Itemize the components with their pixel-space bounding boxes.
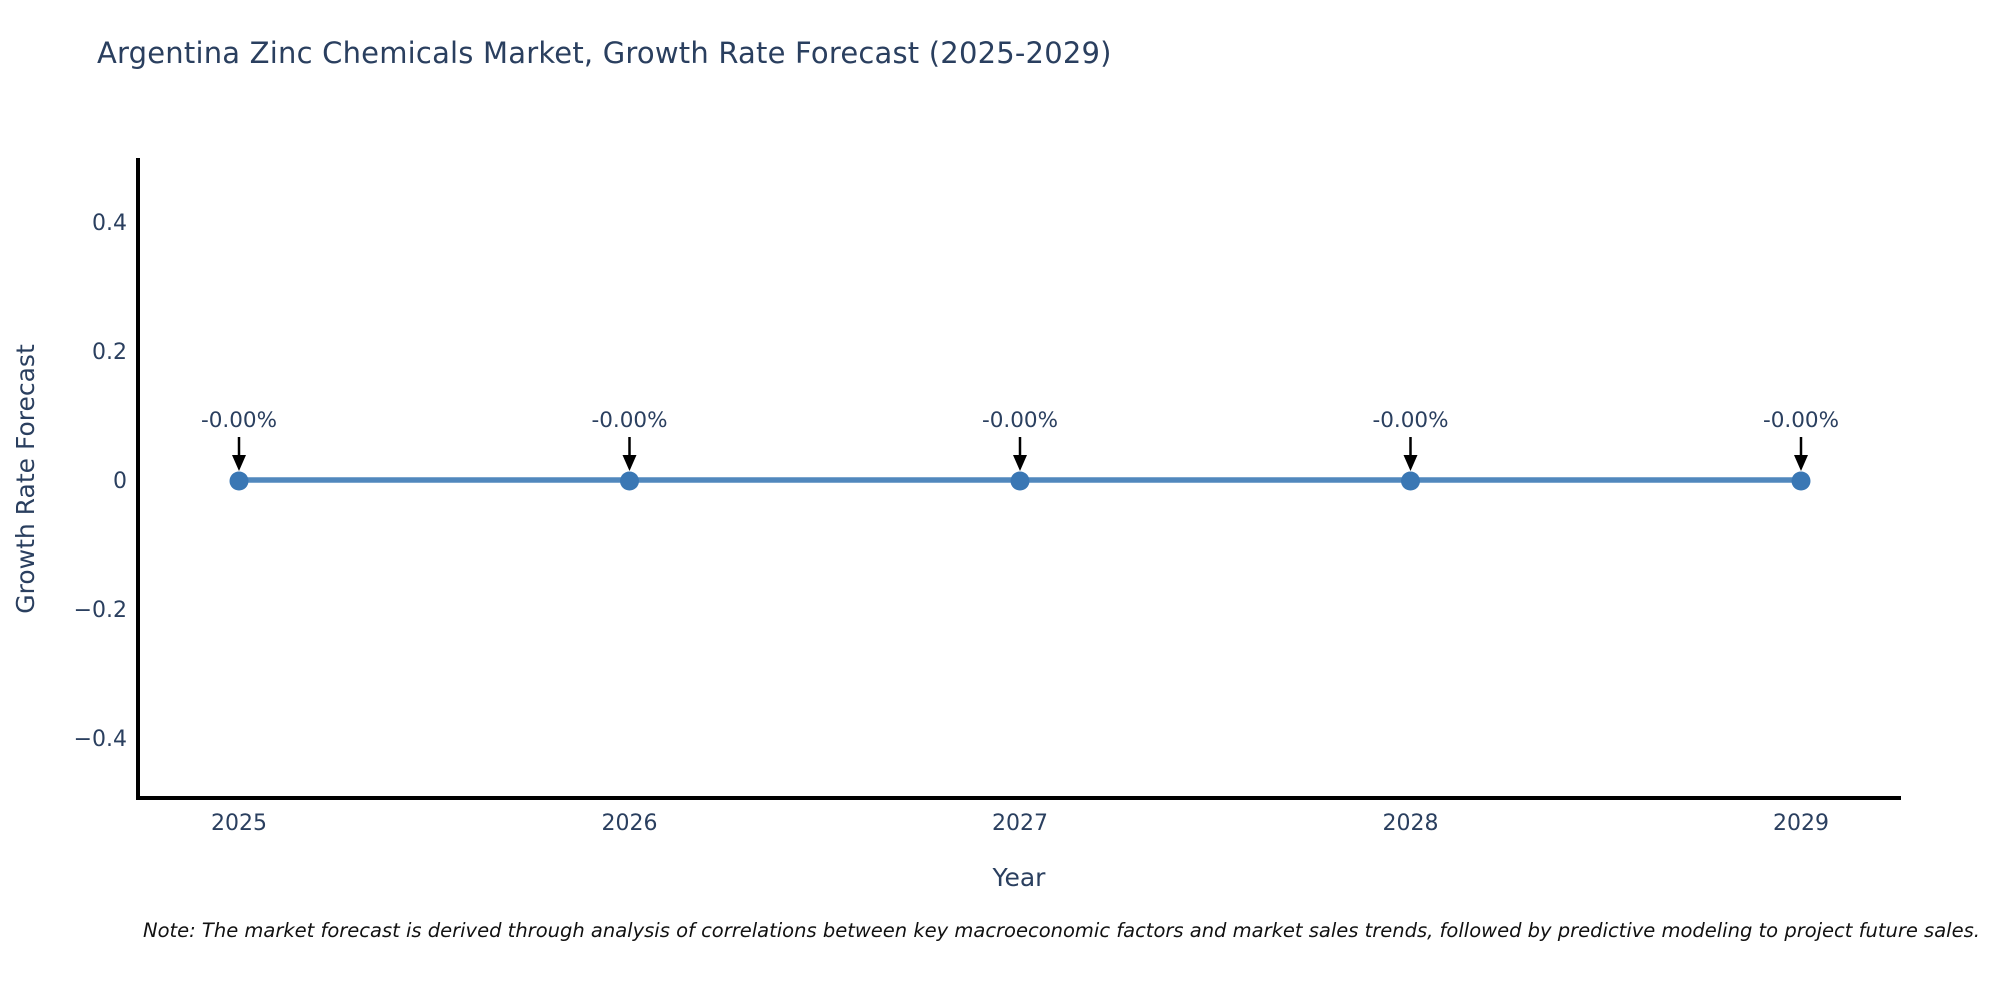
annotation-arrow-head [622, 455, 637, 471]
annotation-arrow-head [1794, 455, 1808, 471]
data-point-marker [229, 471, 249, 491]
data-point-marker [620, 471, 639, 491]
plot-area: 0.4 0.2 0 −0.2 −0.4 2025 2026 2027 2028 2029 Year G… [11, 158, 1901, 892]
y-axis-title: Growth Rate Forecast [11, 344, 40, 614]
x-tick-label: 2029 [1773, 811, 1829, 836]
y-tick-label: −0.4 [74, 727, 127, 752]
annotation-label: -0.00% [591, 408, 667, 433]
footnote: Note: The market forecast is derived thr… [143, 919, 1980, 942]
x-axis-title: Year [992, 863, 1047, 892]
annotation-label: -0.00% [201, 408, 277, 433]
annotation-arrow-head [1403, 455, 1418, 471]
x-tick-label: 2025 [211, 811, 267, 836]
x-tick-label: 2026 [602, 811, 658, 836]
annotation-label: -0.00% [982, 408, 1058, 433]
y-tick-label: 0.2 [92, 340, 127, 365]
data-point-marker [1010, 471, 1030, 491]
y-tick-label: −0.2 [74, 598, 127, 623]
y-tick-label: 0.4 [92, 211, 127, 236]
annotation-arrow-head [232, 455, 246, 471]
annotation-arrow-head [1013, 455, 1027, 471]
data-point-marker [1791, 471, 1811, 491]
x-tick-label: 2028 [1383, 811, 1439, 836]
x-tick-label: 2027 [992, 811, 1048, 836]
annotation-label: -0.00% [1372, 408, 1448, 433]
annotation-label: -0.00% [1763, 408, 1839, 433]
data-point-marker [1401, 471, 1420, 491]
y-tick-label: 0 [113, 469, 127, 494]
chart-title: Argentina Zinc Chemicals Market, Growth … [97, 36, 1112, 70]
